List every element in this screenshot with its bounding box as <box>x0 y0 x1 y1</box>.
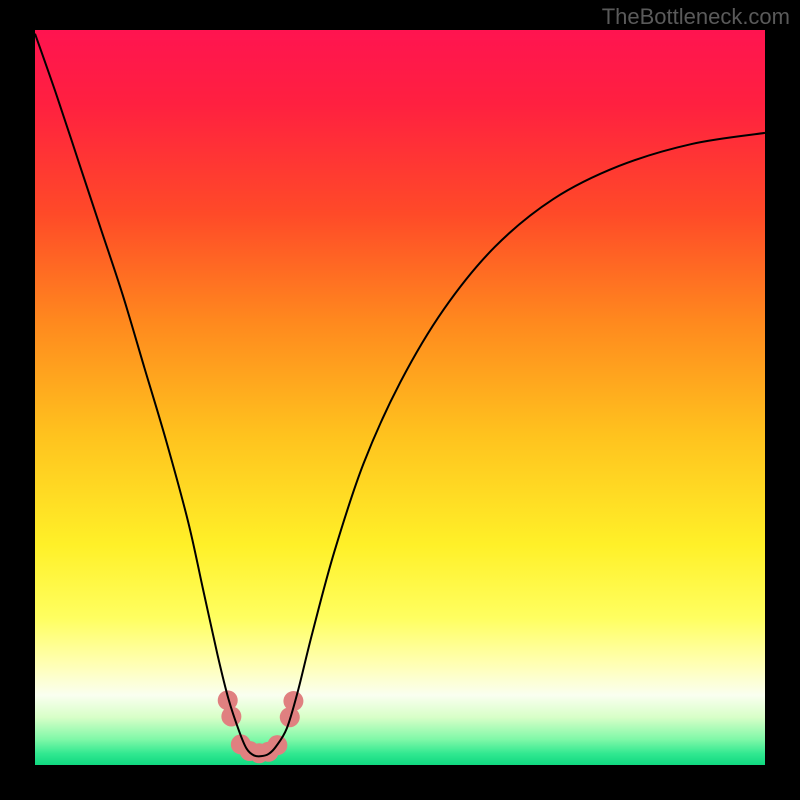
watermark-text: TheBottleneck.com <box>602 4 790 30</box>
bottleneck-chart <box>0 0 800 800</box>
plot-background <box>35 30 765 765</box>
chart-stage: TheBottleneck.com <box>0 0 800 800</box>
